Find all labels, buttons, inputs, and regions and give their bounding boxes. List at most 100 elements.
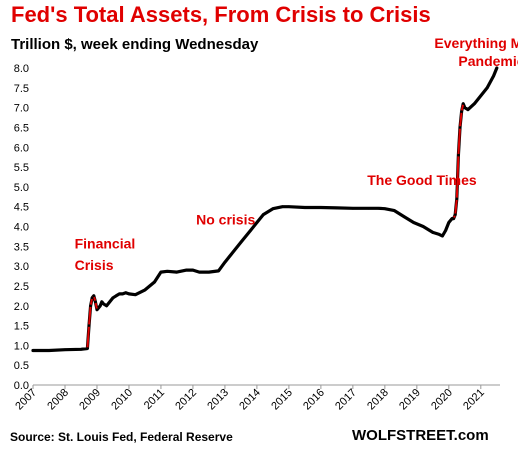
y-tick-label: 1.5 <box>14 321 29 333</box>
x-tick-label: 2008 <box>45 387 71 413</box>
data-point <box>79 348 83 351</box>
y-tick-label: 2.0 <box>14 301 29 313</box>
chart-subtitle: Trillion $, week ending Wednesday <box>11 36 259 53</box>
data-point <box>166 269 169 273</box>
data-point <box>271 207 275 210</box>
y-tick-label: 0.5 <box>14 360 29 372</box>
data-point <box>105 304 108 308</box>
data-point <box>47 349 51 352</box>
y-tick-label: 3.5 <box>14 241 29 253</box>
y-tick-label: 3.0 <box>14 261 29 273</box>
data-point <box>111 296 115 300</box>
y-tick-label: 7.0 <box>14 103 29 115</box>
annotation-label: Pandemic <box>458 53 518 69</box>
data-point <box>90 296 94 300</box>
data-point <box>86 347 89 350</box>
y-tick-label: 0.0 <box>14 380 29 392</box>
data-point <box>100 300 104 304</box>
data-point <box>421 225 425 228</box>
source-note: Source: St. Louis Fed, Federal Reserve <box>10 430 233 444</box>
x-tick-label: 2019 <box>397 387 423 413</box>
y-tick-label: 5.0 <box>14 182 29 194</box>
data-point <box>185 268 188 272</box>
data-point <box>402 215 406 218</box>
y-tick-label: 8.0 <box>14 63 29 75</box>
data-point <box>444 229 447 232</box>
data-point <box>95 308 99 312</box>
series-line <box>31 66 499 353</box>
brand-logo-text: WOLFSTREET.com <box>352 427 489 444</box>
data-point <box>143 288 147 292</box>
data-point <box>441 234 444 238</box>
annotation-label: No crisis <box>196 212 255 228</box>
y-tick-label: 2.5 <box>14 281 29 293</box>
y-tick-label: 6.0 <box>14 142 29 154</box>
y-tick-label: 7.5 <box>14 83 29 95</box>
data-point <box>134 293 137 296</box>
data-point <box>239 241 243 244</box>
data-point <box>287 205 291 208</box>
y-tick-label: 4.0 <box>14 222 29 234</box>
data-point <box>153 280 156 284</box>
data-point <box>207 270 211 274</box>
data-point <box>230 252 233 256</box>
data-point <box>108 300 112 304</box>
data-point <box>412 221 415 224</box>
x-tick-label: 2010 <box>109 387 135 413</box>
x-tick-label: 2018 <box>365 387 391 413</box>
data-point <box>492 74 495 78</box>
x-tick-label: 2011 <box>142 387 167 412</box>
data-point <box>461 102 465 105</box>
data-point <box>453 213 457 216</box>
y-tick-label: 4.5 <box>14 202 29 214</box>
data-point <box>351 206 355 210</box>
x-tick-label: 2009 <box>77 387 103 413</box>
data-point <box>319 206 323 209</box>
data-point <box>31 349 35 352</box>
x-tick-label: 2013 <box>205 387 231 413</box>
data-point <box>367 206 371 210</box>
data-point <box>457 153 460 157</box>
data-point <box>255 221 259 224</box>
data-point <box>92 294 96 298</box>
data-point <box>87 324 91 327</box>
x-tick-label: 2016 <box>301 387 327 413</box>
data-point <box>437 233 441 236</box>
data-point <box>393 209 396 212</box>
data-point <box>479 94 483 98</box>
data-point <box>452 217 455 220</box>
data-point <box>455 197 459 201</box>
data-point <box>124 291 128 294</box>
data-point <box>127 292 131 296</box>
data-point <box>495 66 499 70</box>
data-point <box>473 102 476 105</box>
data-point <box>175 270 179 274</box>
y-tick-label: 5.5 <box>14 162 29 174</box>
data-point <box>383 207 387 210</box>
x-tick-label: 2020 <box>429 387 455 413</box>
data-point <box>377 206 380 210</box>
data-point <box>281 205 284 208</box>
data-point <box>102 302 105 306</box>
data-point <box>458 126 462 129</box>
annotation-label: Everything Mania <box>434 35 518 51</box>
data-point <box>223 260 227 264</box>
data-point <box>89 304 92 308</box>
annotation-label: The Good Times <box>367 172 477 188</box>
data-point <box>460 110 463 113</box>
data-point <box>63 348 67 352</box>
data-point <box>159 270 163 274</box>
data-point <box>431 231 435 234</box>
data-point <box>191 268 195 272</box>
x-tick-label: 2017 <box>333 387 359 413</box>
data-point <box>118 292 121 296</box>
x-tick-label: 2021 <box>461 387 487 413</box>
data-point <box>447 221 451 224</box>
x-tick-label: 2015 <box>269 387 295 413</box>
data-point <box>335 206 339 210</box>
data-point <box>485 86 489 90</box>
annotation-label: Crisis <box>75 257 114 273</box>
x-tick-label: 2012 <box>173 387 199 413</box>
data-point <box>463 106 467 109</box>
